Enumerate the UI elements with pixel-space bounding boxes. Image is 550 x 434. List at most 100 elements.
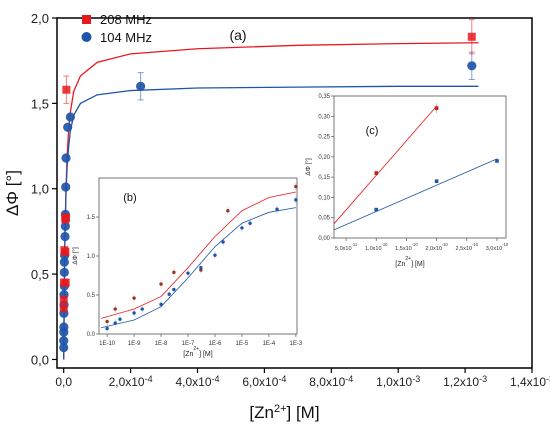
inset-c-point-208mhz	[374, 171, 379, 175]
main-x-tick-label: 1,4x10-3	[510, 374, 550, 389]
main-point-104mhz	[59, 267, 69, 277]
inset-b-point-208mhz	[199, 268, 203, 272]
main-plot: 0,0 2,0x10-4 4,0x10-4 6,0x10-4 8,0x10-4 1,0x1…	[3, 11, 550, 422]
inset-b-x-tick-label: 1E-7	[182, 341, 195, 347]
main-point-104mhz	[59, 342, 69, 353]
inset-c-y-tick-label: 0,00	[318, 236, 330, 242]
inset-b-fit-line-104mhz	[101, 207, 296, 329]
inset-b-x-tick-label: 1E-8	[155, 341, 168, 347]
inset-c-x-tick-label: 2,0x10-10	[425, 242, 448, 252]
main-x-tick-label: 8,0x10-4	[309, 374, 353, 389]
main-plot-frame	[56, 17, 533, 369]
main-x-tick-label: 4,0x10-4	[175, 374, 219, 389]
main-point-104mhz	[59, 257, 69, 267]
inset-c-y-tick-label: 0,20	[318, 155, 330, 161]
inset-c-y-tick-label: 0,35	[318, 94, 330, 100]
main-point-208mhz	[467, 32, 476, 41]
inset-b-x-tick-label: 1E-5	[236, 341, 249, 347]
main-panel-label: (a)	[229, 27, 246, 43]
main-point-104mhz	[60, 231, 70, 242]
legend-marker-208mhz	[82, 15, 91, 24]
inset-c-y-axis-title: ΔΦ [°]	[304, 158, 312, 176]
main-point-104mhz	[59, 336, 69, 346]
main-point-208mhz	[59, 295, 68, 304]
legend-label-208mhz: 208 MHz	[100, 12, 152, 27]
inset-b-point-208mhz	[132, 296, 136, 300]
inset-b-point-104mhz	[294, 198, 298, 202]
main-y-tick-label: 0,0	[31, 352, 49, 367]
main-point-104mhz	[59, 322, 69, 332]
main-point-208mhz	[62, 85, 71, 94]
inset-c-y-tick-label: 0,15	[318, 175, 330, 181]
inset-b-point-208mhz	[105, 319, 109, 324]
inset-b-point-104mhz	[240, 226, 244, 230]
inset-b-y-tick-label: 1.0	[87, 254, 96, 260]
inset-c-x-tick-label: 1,5x10-10	[395, 242, 418, 252]
inset-c-point-208mhz	[434, 106, 439, 110]
inset-c-y-tick-label: 0,25	[318, 135, 330, 141]
main-y-tick-label: 0,5	[31, 267, 49, 282]
inset-b-x-axis-title: [Zn2+] [M]	[183, 346, 212, 358]
inset-b-point-104mhz	[186, 271, 190, 275]
main-point-208mhz	[59, 304, 68, 313]
inset-b-y-axis-title: ΔΦ [°]	[71, 247, 79, 265]
inset-b-fit-line-208mhz	[101, 191, 296, 319]
inset-c-x-tick-label: 3,0x10-10	[486, 242, 509, 252]
inset-c-y-tick-label: 0,05	[318, 216, 330, 222]
inset-b-x-tick-label: 1E-9	[128, 341, 141, 347]
inset-b-point-104mhz	[248, 221, 252, 225]
main-y-tick-label: 1,5	[31, 96, 49, 111]
inset-c-plot: 5,0x10-11 1,0x10-10 1,5x10-10 2,0x10-10 2,5x…	[304, 94, 509, 268]
main-point-208mhz	[62, 213, 71, 222]
main-y-tick-label: 1,0	[31, 182, 49, 197]
inset-b-point-104mhz	[199, 266, 203, 270]
main-point-104mhz	[61, 182, 71, 192]
inset-b-point-208mhz	[294, 184, 298, 189]
inset-b-x-tick-label: 1E-3	[290, 341, 303, 347]
inset-c-x-axis-title: [Zn2+] [M]	[395, 256, 424, 268]
inset-b-panel-label: (b)	[123, 192, 136, 204]
inset-b-y-tick-label: 0.0	[87, 332, 96, 338]
inset-b-x-tick-label: 1E-4	[263, 341, 276, 347]
inset-b-point-104mhz	[132, 311, 136, 315]
inset-b-point-208mhz	[159, 282, 163, 286]
inset-b-plot: 1E-10 1E-9 1E-8 1E-7 1E-6 1E-5 1E-4 1E-3 0.0 0.5 1…	[71, 177, 303, 358]
inset-c-x-tick-label: 2,5x10-10	[456, 242, 479, 252]
main-point-104mhz	[63, 122, 73, 132]
main-point-104mhz	[60, 221, 70, 231]
inset-b-point-208mhz	[226, 209, 230, 213]
inset-b-x-tick-label: 1E-10	[99, 341, 116, 347]
inset-b-point-104mhz	[118, 317, 122, 321]
inset-c-panel-label: (c)	[366, 125, 379, 137]
main-point-208mhz	[61, 247, 70, 256]
inset-b-point-104mhz	[159, 302, 163, 307]
inset-b-point-208mhz	[172, 270, 176, 275]
main-point-208mhz	[61, 278, 70, 287]
main-x-tick-label: 6,0x10-4	[242, 374, 286, 389]
inset-c-fit-line-104mhz	[333, 158, 498, 231]
main-x-tick-label: 2,0x10-4	[109, 374, 153, 389]
main-x-tick-label: 1,0x10-3	[376, 374, 420, 389]
main-x-tick-label: 0,0	[55, 375, 72, 389]
inset-b-point-104mhz	[113, 321, 117, 325]
main-y-axis-title: ΔΦ [°]	[3, 170, 22, 216]
inset-b-point-208mhz	[113, 307, 117, 311]
inset-c-x-tick-label: 1,0x10-10	[365, 242, 388, 252]
main-point-104mhz	[136, 81, 146, 91]
main-legend: 208 MHz 104 MHz	[81, 12, 152, 45]
inset-b-y-tick-label: 1.5	[87, 215, 96, 221]
inset-c-x-tick-label: 5,0x10-11	[335, 242, 358, 252]
inset-b-point-104mhz	[221, 240, 225, 244]
inset-b-point-104mhz	[213, 253, 217, 257]
inset-c-fit-line-208mhz	[333, 105, 437, 225]
main-x-axis-title: [Zn2+] [M]	[249, 403, 319, 422]
legend-marker-104mhz	[81, 32, 92, 42]
main-y-tick-label: 2,0	[31, 11, 49, 26]
inset-c-y-tick-label: 0,30	[318, 114, 330, 120]
legend-label-104mhz: 104 MHz	[100, 30, 152, 45]
inset-b-point-104mhz	[275, 207, 279, 211]
main-point-104mhz	[467, 61, 477, 71]
inset-c-point-104mhz	[374, 207, 379, 212]
inset-b-x-tick-label: 1E-6	[209, 341, 222, 347]
